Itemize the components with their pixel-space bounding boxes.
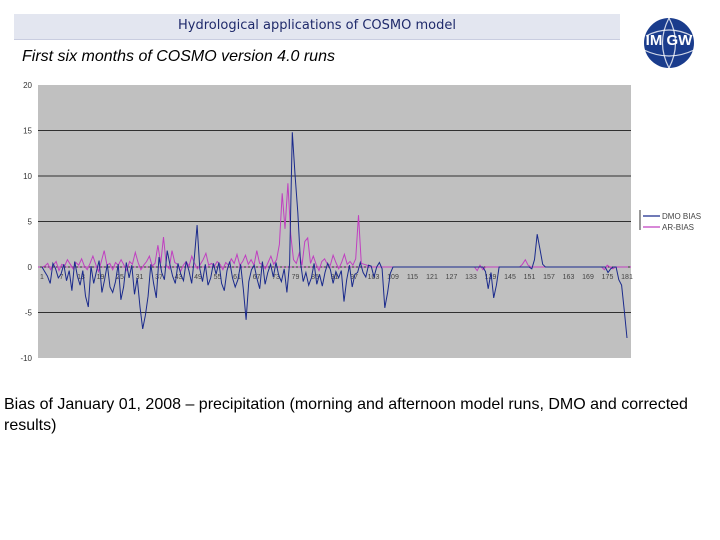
x-tick-label: 79 — [292, 274, 300, 281]
x-tick-label: 169 — [582, 274, 594, 281]
series-line-ar-bias — [41, 183, 627, 274]
y-tick-label: 0 — [28, 263, 33, 272]
x-tick-label: 25 — [116, 274, 124, 281]
subtitle: First six months of COSMO version 4.0 ru… — [22, 48, 335, 65]
legend-label: AR-BIAS — [662, 223, 694, 232]
header-title: Hydrological applications of COSMO model — [178, 18, 456, 33]
y-tick-label: -10 — [20, 354, 32, 363]
y-tick-label: -5 — [25, 309, 33, 318]
x-tick-label: 133 — [465, 274, 477, 281]
x-tick-label: 85 — [311, 274, 319, 281]
header-bar: Hydrological applications of COSMO model — [14, 14, 620, 40]
x-tick-label: 49 — [194, 274, 202, 281]
x-tick-label: 157 — [543, 274, 555, 281]
x-tick-label: 175 — [602, 274, 614, 281]
y-tick-label: 15 — [23, 127, 32, 136]
imgw-globe-logo: IM GW — [638, 16, 700, 74]
figure-caption: Bias of January 01, 2008 – precipitation… — [4, 396, 688, 434]
x-tick-label: 115 — [407, 274, 418, 281]
x-tick-label: 163 — [563, 274, 575, 281]
x-tick-label: 7 — [60, 274, 64, 281]
x-tick-label: 109 — [387, 274, 399, 281]
y-tick-label: 5 — [28, 218, 33, 227]
x-tick-label: 73 — [272, 274, 280, 281]
x-tick-label: 1 — [40, 274, 44, 281]
bias-chart: -10 -5 0 5 10 15 20 1 7 13 19 25 31 37 43 49 55 61 67 73 79… — [0, 78, 720, 364]
x-tick-label: 31 — [136, 274, 144, 281]
x-tick-label: 61 — [233, 274, 241, 281]
y-tick-label: 10 — [23, 172, 32, 181]
x-tick-label: 145 — [504, 274, 516, 281]
x-tick-label: 37 — [155, 274, 163, 281]
x-tick-label: 151 — [524, 274, 536, 281]
x-tick-label: 121 — [426, 274, 438, 281]
legend-label: DMO BIAS — [662, 212, 701, 221]
x-tick-label: 127 — [446, 274, 458, 281]
logo-text: IM GW — [646, 32, 693, 49]
y-tick-label: 20 — [23, 81, 32, 90]
x-tick-label: 43 — [175, 274, 183, 281]
series-line-dmo-bias — [41, 132, 628, 339]
x-tick-label: 103 — [368, 274, 380, 281]
x-tick-label: 181 — [621, 274, 633, 281]
x-tick-label: 55 — [214, 274, 222, 281]
